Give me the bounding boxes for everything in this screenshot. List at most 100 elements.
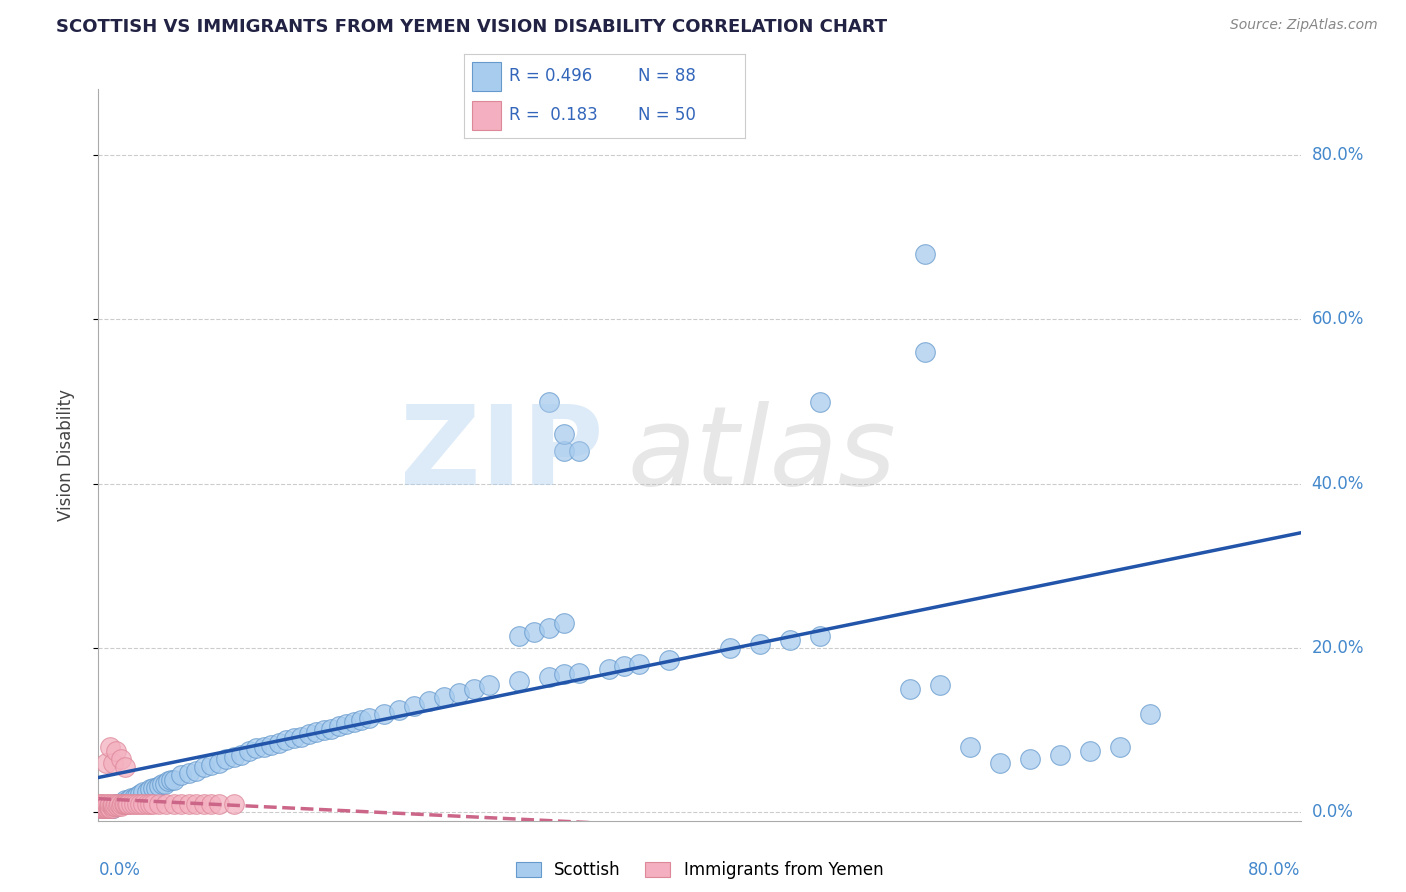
Point: [231, 747, 253, 762]
Point: [478, 678, 501, 692]
Point: [121, 797, 143, 812]
Point: [159, 772, 181, 787]
Point: [96, 801, 118, 815]
Point: [162, 772, 184, 787]
Point: [321, 722, 343, 736]
Point: [177, 797, 200, 812]
Point: [103, 798, 125, 813]
Point: [103, 797, 125, 812]
Point: [132, 785, 155, 799]
Point: [132, 797, 155, 812]
Text: Source: ZipAtlas.com: Source: ZipAtlas.com: [1230, 18, 1378, 32]
Text: 20.0%: 20.0%: [1312, 639, 1364, 657]
Point: [155, 797, 177, 812]
Point: [914, 345, 936, 359]
Point: [748, 637, 770, 651]
Point: [145, 780, 167, 795]
Point: [97, 801, 120, 815]
Point: [100, 801, 122, 815]
Point: [124, 797, 146, 812]
Point: [138, 797, 160, 812]
Point: [290, 730, 312, 744]
Point: [929, 678, 952, 692]
Point: [121, 790, 143, 805]
Point: [94, 801, 117, 815]
Point: [101, 798, 124, 813]
Point: [141, 797, 163, 812]
Point: [103, 756, 125, 771]
Point: [898, 682, 921, 697]
Point: [94, 756, 117, 771]
Point: [914, 246, 936, 260]
Point: [93, 801, 115, 815]
Point: [613, 659, 636, 673]
Point: [553, 667, 575, 681]
Point: [177, 766, 200, 780]
Text: 0.0%: 0.0%: [1312, 804, 1354, 822]
Point: [117, 793, 139, 807]
Point: [105, 744, 128, 758]
Point: [150, 777, 173, 791]
Point: [553, 443, 575, 458]
Point: [156, 774, 179, 789]
Point: [1078, 744, 1101, 758]
Point: [89, 801, 111, 815]
Point: [91, 798, 114, 813]
Point: [305, 724, 328, 739]
Point: [148, 797, 170, 812]
Point: [94, 801, 117, 815]
Point: [447, 686, 470, 700]
Point: [124, 790, 146, 805]
Legend: Scottish, Immigrants from Yemen: Scottish, Immigrants from Yemen: [509, 855, 890, 886]
Point: [373, 706, 395, 721]
Point: [267, 735, 290, 749]
Point: [312, 723, 335, 738]
Point: [215, 752, 238, 766]
Point: [138, 782, 160, 797]
Point: [184, 764, 207, 779]
Text: N = 50: N = 50: [638, 106, 696, 124]
Point: [93, 797, 115, 812]
Text: ZIP: ZIP: [399, 401, 603, 508]
Point: [388, 703, 411, 717]
Point: [89, 797, 111, 812]
Point: [357, 711, 380, 725]
Point: [170, 768, 193, 782]
Point: [90, 801, 112, 815]
Point: [598, 662, 620, 676]
Point: [111, 797, 134, 812]
Point: [103, 801, 125, 815]
Point: [200, 757, 222, 772]
Text: R =  0.183: R = 0.183: [509, 106, 598, 124]
Point: [115, 797, 138, 812]
Point: [328, 719, 350, 733]
Point: [89, 798, 111, 813]
Point: [508, 629, 530, 643]
Point: [568, 443, 591, 458]
Point: [112, 797, 135, 812]
Point: [129, 788, 152, 802]
Text: R = 0.496: R = 0.496: [509, 68, 592, 86]
Point: [108, 797, 131, 812]
Point: [101, 801, 124, 815]
Point: [117, 797, 139, 812]
Point: [276, 733, 298, 747]
Point: [90, 801, 112, 815]
Point: [1049, 747, 1071, 762]
Point: [105, 797, 128, 812]
Point: [808, 629, 831, 643]
Point: [208, 756, 231, 771]
Point: [96, 797, 118, 812]
Point: [135, 797, 157, 812]
Point: [808, 394, 831, 409]
Text: N = 88: N = 88: [638, 68, 696, 86]
Point: [97, 798, 120, 813]
Point: [523, 624, 546, 639]
Point: [433, 690, 456, 705]
Point: [988, 756, 1011, 771]
Point: [184, 797, 207, 812]
Point: [100, 797, 122, 812]
Point: [959, 739, 981, 754]
Text: 80.0%: 80.0%: [1312, 146, 1364, 164]
Point: [90, 797, 112, 812]
